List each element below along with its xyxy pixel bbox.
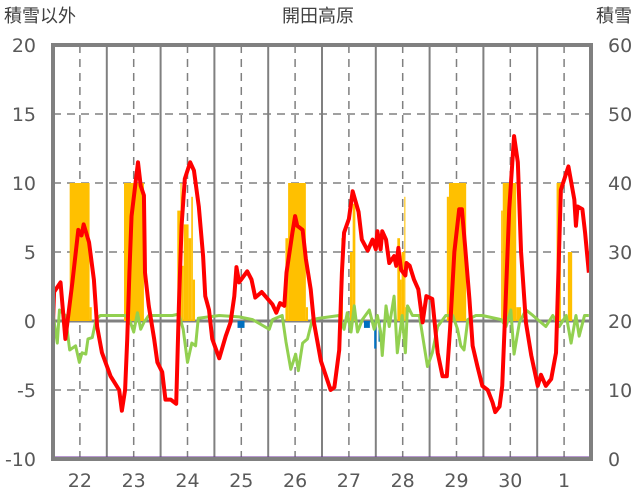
x-tick-label: 23 <box>122 470 146 492</box>
right-axis-title: 積雪 <box>596 6 632 27</box>
left-axis-title: 積雪以外 <box>4 6 76 27</box>
red-line <box>51 134 591 415</box>
yellow-bar <box>188 238 192 321</box>
x-tick-label: 30 <box>498 470 522 492</box>
x-tick-label: 27 <box>337 470 361 492</box>
left-tick-label: 15 <box>12 104 36 126</box>
yellow-bar <box>567 252 573 321</box>
x-tick-label: 25 <box>229 470 253 492</box>
left-tick-label: 5 <box>24 242 36 264</box>
yellow-bar <box>192 279 196 321</box>
x-tick-label: 1 <box>558 470 570 492</box>
left-tick-label: 10 <box>12 173 36 195</box>
yellow-bar <box>501 210 503 321</box>
yellow-bar <box>516 307 522 321</box>
x-tick-label: 26 <box>283 470 307 492</box>
yellow-bar <box>181 265 184 321</box>
plot-border <box>51 43 593 461</box>
left-tick-label: 0 <box>24 311 36 333</box>
yellow-bar <box>401 252 405 321</box>
left-tick-label: -10 <box>5 449 36 471</box>
right-tick-label: 50 <box>608 104 632 126</box>
yellow-bar <box>288 183 306 321</box>
x-tick-label: 22 <box>68 470 92 492</box>
left-tick-label: -5 <box>17 380 36 402</box>
yellow-bar <box>446 196 449 321</box>
blue-bar <box>237 321 245 328</box>
yellow-bar <box>89 307 92 321</box>
right-tick-label: 60 <box>608 35 632 57</box>
x-tick-label: 29 <box>444 470 468 492</box>
grid <box>53 45 591 459</box>
x-tick-label: 24 <box>175 470 199 492</box>
yellow-bar <box>305 307 309 321</box>
blue-bar <box>363 321 370 328</box>
yellow-bar <box>397 238 401 321</box>
right-tick-label: 40 <box>608 173 632 195</box>
yellow-bar <box>191 196 193 321</box>
yellow-bar <box>69 183 90 321</box>
yellow-bar <box>400 279 402 321</box>
right-tick-label: 30 <box>608 242 632 264</box>
right-tick-label: 20 <box>608 311 632 333</box>
right-tick-label: 10 <box>608 380 632 402</box>
x-tick-label: 28 <box>391 470 415 492</box>
yellow-bar <box>352 203 356 321</box>
yellow-bar <box>349 252 353 321</box>
chart-title: 開田高原 <box>282 6 354 27</box>
right-tick-label: 0 <box>608 449 620 471</box>
yellow-bar <box>404 196 406 321</box>
blue-bar <box>374 321 377 349</box>
left-tick-label: 20 <box>12 35 36 57</box>
yellow-bar <box>183 224 189 321</box>
